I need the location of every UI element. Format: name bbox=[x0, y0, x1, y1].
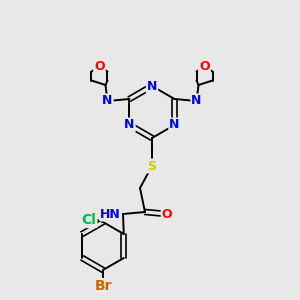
Text: O: O bbox=[162, 208, 172, 220]
Text: N: N bbox=[147, 80, 157, 92]
Text: HN: HN bbox=[100, 208, 121, 220]
Text: N: N bbox=[169, 118, 180, 131]
Text: O: O bbox=[94, 61, 105, 74]
Text: O: O bbox=[199, 61, 210, 74]
Text: N: N bbox=[102, 94, 113, 107]
Text: Cl: Cl bbox=[82, 213, 96, 227]
Text: S: S bbox=[148, 160, 157, 172]
Text: Br: Br bbox=[94, 279, 112, 293]
Text: N: N bbox=[124, 118, 135, 131]
Text: N: N bbox=[191, 94, 202, 107]
